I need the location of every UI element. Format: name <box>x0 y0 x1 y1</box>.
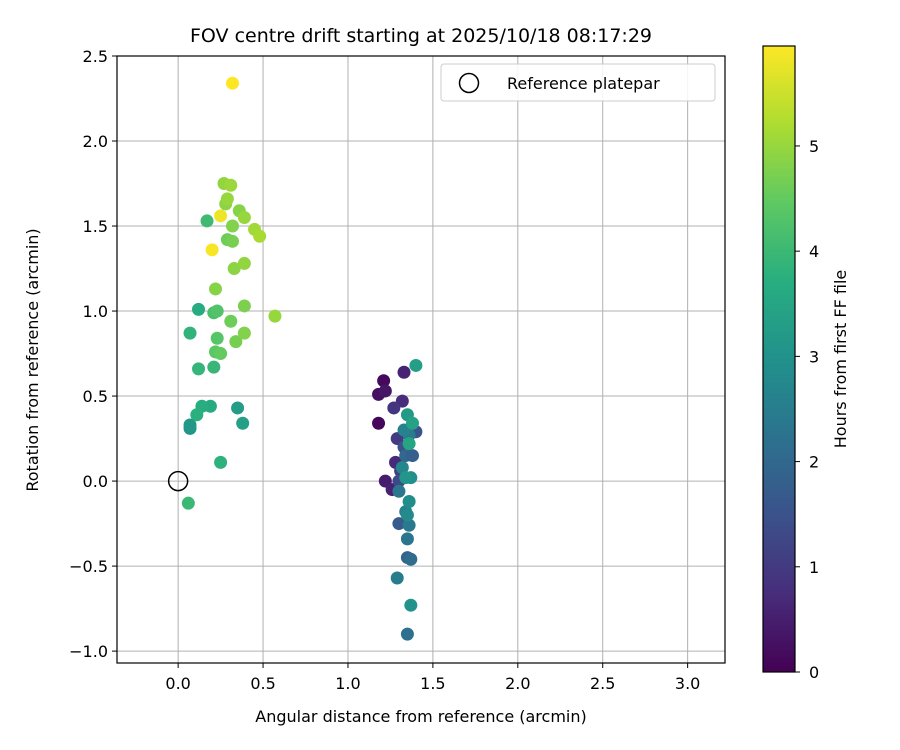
data-point <box>400 627 414 641</box>
x-axis-label: Angular distance from reference (arcmin) <box>255 707 586 726</box>
legend: Reference platepar <box>440 63 716 102</box>
data-point <box>224 314 238 328</box>
data-point <box>227 262 241 276</box>
y-tick-label: 1.0 <box>83 302 108 321</box>
data-point <box>387 401 401 415</box>
data-point <box>210 331 224 345</box>
data-point <box>377 374 391 388</box>
y-axis-ticks: −1.0 −0.5 0.0 0.5 1.0 1.5 2.0 2.5 <box>69 47 117 661</box>
data-point <box>406 449 420 463</box>
y-tick-label: 0.0 <box>83 472 108 491</box>
x-axis-ticks: 0.0 0.5 1.0 1.5 2.0 2.5 3.0 <box>165 663 700 693</box>
legend-entry-label: Reference platepar <box>507 74 660 93</box>
legend-marker-icon <box>458 72 480 94</box>
data-point <box>268 309 282 323</box>
data-point <box>214 347 228 361</box>
colorbar-tick-label: 0 <box>809 663 819 682</box>
data-point <box>372 416 386 430</box>
plot-frame <box>116 55 726 664</box>
data-point <box>210 304 224 318</box>
colorbar-tick-label: 1 <box>809 558 819 577</box>
data-point <box>237 211 251 225</box>
data-point <box>205 243 219 257</box>
data-point <box>378 384 392 398</box>
colorbar-tick-label: 4 <box>809 242 819 261</box>
data-point <box>190 408 204 422</box>
colorbar: 0 1 2 3 4 5 Hours from first FF file <box>762 45 850 682</box>
x-tick-label: 3.0 <box>675 674 700 693</box>
y-tick-label: 1.5 <box>83 217 108 236</box>
grid-lines <box>117 55 725 663</box>
data-point <box>402 518 416 532</box>
y-tick-label: 2.0 <box>83 132 108 151</box>
data-point <box>192 302 206 316</box>
data-point <box>183 326 197 340</box>
data-point <box>395 460 409 474</box>
data-point <box>399 471 413 485</box>
data-point <box>400 508 414 522</box>
data-point <box>237 299 251 313</box>
data-point <box>392 517 406 531</box>
colorbar-gradient <box>762 45 796 673</box>
y-axis-label: Rotation from reference (arcmin) <box>23 228 42 491</box>
data-point <box>183 418 197 432</box>
data-point <box>392 484 406 498</box>
data-point <box>200 214 214 228</box>
data-point <box>236 416 250 430</box>
x-tick-label: 1.0 <box>335 674 360 693</box>
data-point <box>229 335 243 349</box>
data-point <box>225 234 239 248</box>
data-point <box>237 256 251 270</box>
data-point <box>225 76 239 90</box>
data-point <box>209 282 223 296</box>
data-point <box>224 178 238 192</box>
data-point <box>192 362 206 376</box>
data-point <box>253 229 267 243</box>
colorbar-ticks: 0 1 2 3 4 5 <box>795 137 819 682</box>
legend-box <box>440 63 716 102</box>
x-tick-label: 0.0 <box>165 674 190 693</box>
colorbar-tick-label: 5 <box>809 137 819 156</box>
data-point <box>402 494 416 508</box>
scatter-points <box>181 76 423 641</box>
y-tick-label: 0.5 <box>83 387 108 406</box>
data-point <box>231 401 245 415</box>
y-tick-label: −1.0 <box>69 642 108 661</box>
data-point <box>214 209 228 223</box>
data-point <box>406 416 420 430</box>
x-tick-label: 0.5 <box>250 674 275 693</box>
y-tick-label: −0.5 <box>69 557 108 576</box>
x-tick-label: 2.5 <box>590 674 615 693</box>
colorbar-label: Hours from first FF file <box>831 270 850 449</box>
data-point <box>397 365 411 379</box>
data-point <box>400 532 414 546</box>
colorbar-tick-label: 2 <box>809 453 819 472</box>
reference-platepar-marker <box>167 470 189 492</box>
data-point <box>409 358 423 372</box>
data-point <box>225 219 239 233</box>
data-point <box>207 360 221 374</box>
colorbar-tick-label: 3 <box>809 347 819 366</box>
data-point <box>237 326 251 340</box>
data-point <box>220 192 234 206</box>
data-point <box>402 437 416 451</box>
data-point <box>404 598 418 612</box>
data-point <box>181 496 195 510</box>
y-tick-label: 2.5 <box>83 47 108 66</box>
x-tick-label: 1.5 <box>420 674 445 693</box>
data-point <box>390 571 404 585</box>
chart-title: FOV centre drift starting at 2025/10/18 … <box>190 25 652 47</box>
x-tick-label: 2.0 <box>505 674 530 693</box>
data-point <box>404 552 418 566</box>
data-point <box>214 455 228 469</box>
